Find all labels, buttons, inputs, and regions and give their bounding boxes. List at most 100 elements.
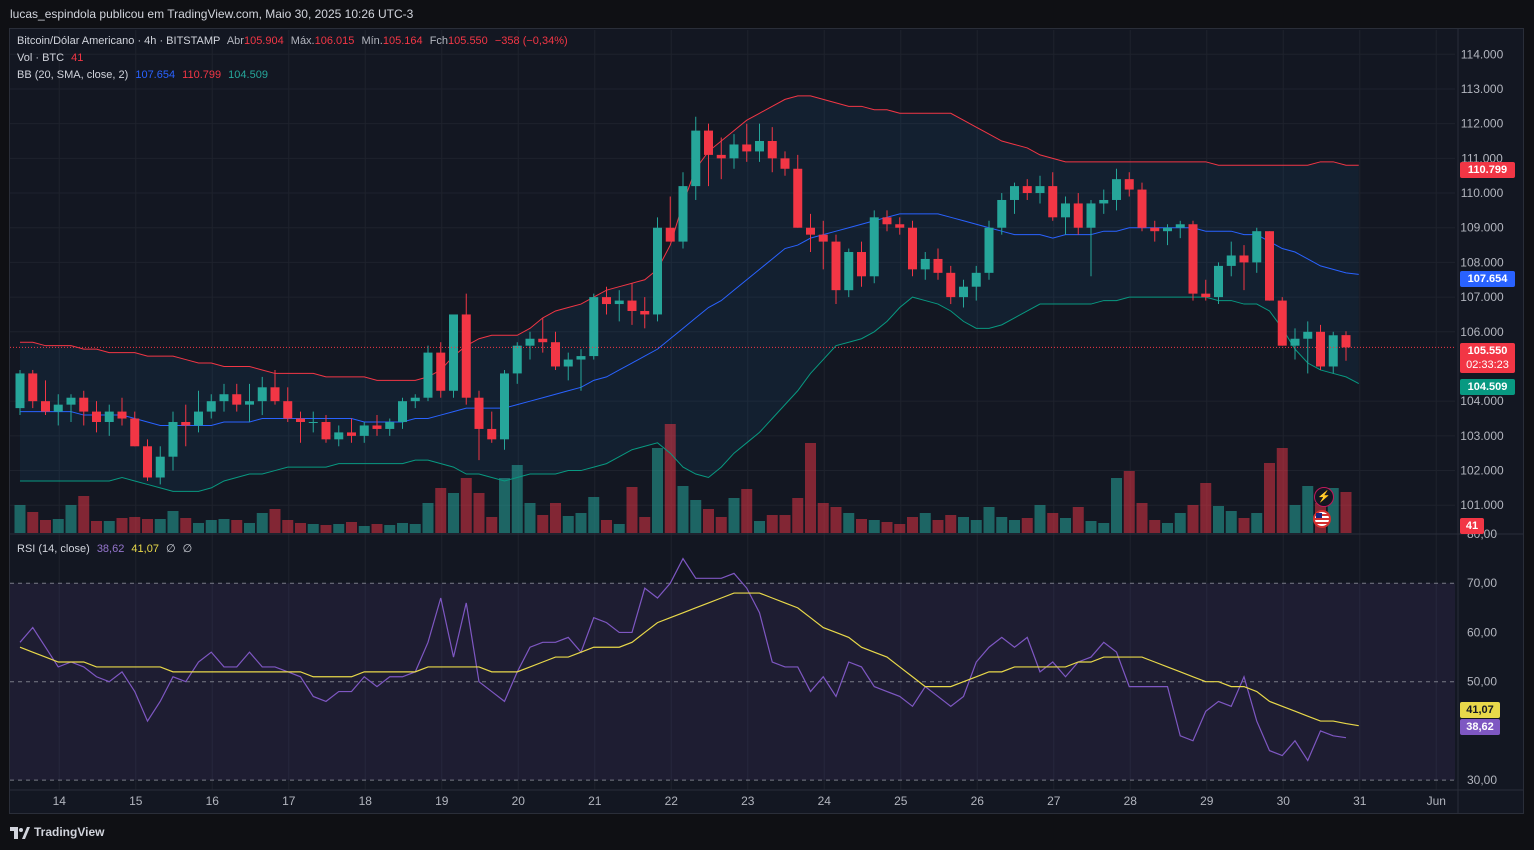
volume-bar [435,488,447,533]
volume-bar [1200,483,1212,533]
candle-body [232,394,242,405]
candle-body [691,130,701,187]
rsi-tick-label: 30,00 [1467,773,1497,787]
candle-body [933,258,943,273]
volume-bar [1289,505,1301,533]
price-tick-label: 103.000 [1460,429,1504,443]
volume-label[interactable]: Vol · BTC [17,52,65,64]
candle-body [308,421,318,423]
volume-bar [511,465,523,533]
volume-bar [766,515,778,533]
volume-bar [154,519,166,533]
candle-body [551,342,560,367]
volume-bar [1072,507,1084,533]
candle-body [818,234,828,242]
volume-bars [14,424,1352,533]
footer: TradingView [10,822,104,842]
candle-body [270,387,280,402]
candle-body [1316,331,1325,367]
rsi-line [19,557,1347,762]
bollinger-fill [20,95,1359,492]
volume-bar [1123,471,1135,533]
volume-tag: 41 [1460,518,1484,534]
candle-body [1073,203,1083,228]
volume-bar [78,496,90,533]
candle-body [1201,293,1211,298]
time-tick-label: 23 [741,794,755,808]
volume-bar [1225,511,1237,533]
bollinger-lines [20,95,1359,492]
volume-bar [677,486,689,533]
volume-bar [244,523,255,533]
volume-bar [728,498,740,533]
candle-body [780,158,790,169]
candle-body [398,401,407,422]
candle-body [143,446,152,478]
candle-body [857,252,866,277]
volume-bar [193,523,204,533]
change-value: −358 (−0,34%) [494,35,568,47]
candle-body [245,401,254,405]
volume-bar [741,489,753,533]
volume-bar [180,518,192,533]
candle-body [28,373,38,402]
candle-body [79,397,89,412]
volume-bar [1149,520,1161,533]
candle-body [359,425,369,436]
candle-body [1124,179,1134,190]
volume-bar [639,517,651,533]
volume-bar [932,520,944,533]
candle-body [1112,179,1121,200]
candle-body [474,397,484,429]
rsi-ma-value: 41,07 [131,543,159,555]
volume-bar [907,517,918,533]
candlesticks[interactable] [15,116,1351,485]
candle-body [602,297,611,305]
volume-bar [91,521,102,533]
time-tick-label: Jun [1427,794,1446,808]
volume-bar [970,520,982,533]
candle-body [704,130,713,155]
bb-upper-line [20,95,1359,381]
volume-bar [1085,521,1097,533]
candle-body [563,359,573,367]
volume-bar [805,443,816,533]
rsi-legend: RSI (14, close) 38,62 41,07 ∅ ∅ [17,542,196,555]
volume-bar [817,503,829,533]
candle-body [895,224,905,228]
lightning-icon[interactable]: ⚡ [1314,487,1334,507]
candle-body [130,418,140,447]
volume-bar [626,487,638,533]
candle-body [576,356,586,360]
high-value: 106.015 [314,35,355,47]
open-value: 105.904 [243,35,284,47]
volume-bar [1098,523,1110,533]
us-flag-event-icon[interactable] [1313,510,1331,528]
bb-label[interactable]: BB (20, SMA, close, 2) [17,69,129,81]
volume-bar [384,525,396,533]
volume-bar [409,524,421,533]
price-tick-label: 102.000 [1460,464,1504,478]
candle-body [678,186,688,242]
rsi-label[interactable]: RSI (14, close) [17,543,90,555]
candle-body [1226,255,1236,266]
chart-frame[interactable] [9,28,1524,814]
candle-body [538,338,548,343]
candle-body [665,227,675,242]
volume-bar [1264,463,1275,533]
candle-body [920,258,930,270]
symbol-label[interactable]: Bitcoin/Dólar Americano · 4h · BITSTAMP [17,35,221,47]
volume-bar [996,517,1008,533]
bb-lower-tag: 104.509 [1460,379,1515,395]
volume-bar [703,509,714,533]
volume-bar [1136,503,1148,533]
candle-body [461,314,471,398]
candle-body [806,227,815,235]
candle-body [155,456,165,478]
volume-bar [1060,518,1071,533]
brand-name[interactable]: TradingView [34,825,105,839]
candle-body [296,418,305,422]
low-value: 105.164 [382,35,423,47]
rsi-pane[interactable] [10,557,1455,781]
